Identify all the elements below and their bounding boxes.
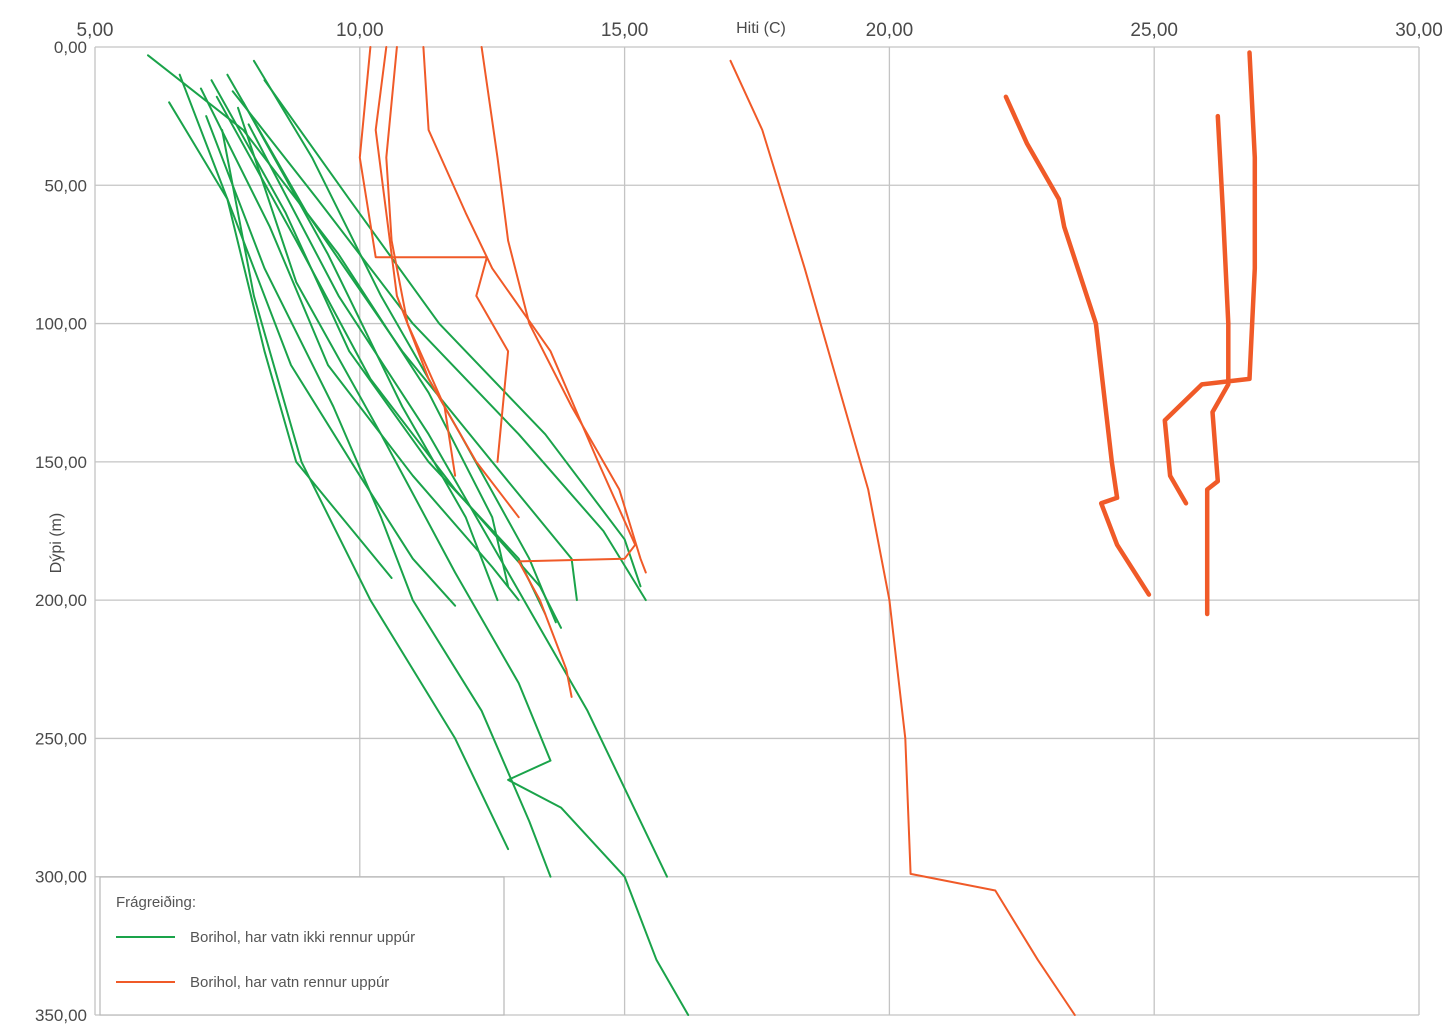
series-line-red-19 bbox=[385, 46, 457, 477]
series-line-red-16 bbox=[480, 46, 647, 574]
series-line-red-18 bbox=[374, 46, 520, 519]
y-tick-label: 50,00 bbox=[44, 176, 87, 195]
x-axis-ticks: 5,00 10,00 15,00 20,00 25,00 30,00 bbox=[77, 20, 1443, 41]
legend-title: Frágreiðing: bbox=[116, 894, 196, 911]
legend-label-red: Borihol, har vatn rennur uppúr bbox=[190, 974, 389, 991]
series-line-green-10 bbox=[205, 115, 552, 878]
x-tick-label: 20,00 bbox=[866, 20, 914, 41]
series-line-green-9 bbox=[242, 101, 499, 602]
series-line-green-1 bbox=[168, 101, 393, 579]
legend: Frágreiðing: Borihol, har vatn ikki renn… bbox=[99, 876, 505, 1016]
series-line-green-13 bbox=[247, 123, 668, 878]
x-tick-label: 15,00 bbox=[601, 20, 649, 41]
x-tick-label: 30,00 bbox=[1395, 20, 1443, 41]
legend-box bbox=[99, 876, 505, 1016]
y-tick-label: 350,00 bbox=[35, 1006, 87, 1024]
legend-label-green: Borihol, har vatn ikki rennur uppúr bbox=[190, 929, 415, 946]
series-line-red-17 bbox=[422, 46, 637, 698]
y-tick-label: 0,00 bbox=[54, 38, 87, 57]
series-line-red-thick-22 bbox=[1003, 94, 1152, 597]
y-tick-label: 250,00 bbox=[35, 729, 87, 748]
series-line-green-2 bbox=[178, 73, 457, 607]
series-layer bbox=[147, 46, 1258, 1016]
series-line-red-thick-24 bbox=[1204, 113, 1231, 617]
grid-lines bbox=[94, 46, 1420, 1016]
series-line-red-20 bbox=[358, 46, 510, 463]
series-line-red-21 bbox=[729, 59, 1076, 1016]
x-axis-title: Hiti (C) bbox=[736, 20, 786, 37]
series-line-green-8 bbox=[263, 79, 642, 588]
y-axis-ticks: 0,00 50,00 100,00 150,00 200,00 250,00 300,00 3… bbox=[35, 38, 87, 1024]
series-line-green-14 bbox=[252, 59, 557, 624]
x-tick-label: 25,00 bbox=[1130, 20, 1178, 41]
series-line-green-3 bbox=[199, 87, 520, 602]
y-axis-title: Dýpi (m) bbox=[48, 513, 65, 573]
series-line-green-7 bbox=[231, 90, 647, 602]
series-line-red-thick-23 bbox=[1162, 50, 1258, 506]
series-line-green-6 bbox=[226, 73, 578, 602]
y-tick-label: 200,00 bbox=[35, 591, 87, 610]
series-line-green-11 bbox=[221, 129, 510, 851]
y-tick-label: 150,00 bbox=[35, 453, 87, 472]
series-line-green-15 bbox=[147, 54, 510, 588]
x-tick-label: 5,00 bbox=[77, 20, 114, 41]
y-tick-label: 100,00 bbox=[35, 315, 87, 334]
y-tick-label: 300,00 bbox=[35, 868, 87, 887]
x-tick-label: 10,00 bbox=[336, 20, 384, 41]
series-line-green-12 bbox=[237, 106, 690, 1016]
